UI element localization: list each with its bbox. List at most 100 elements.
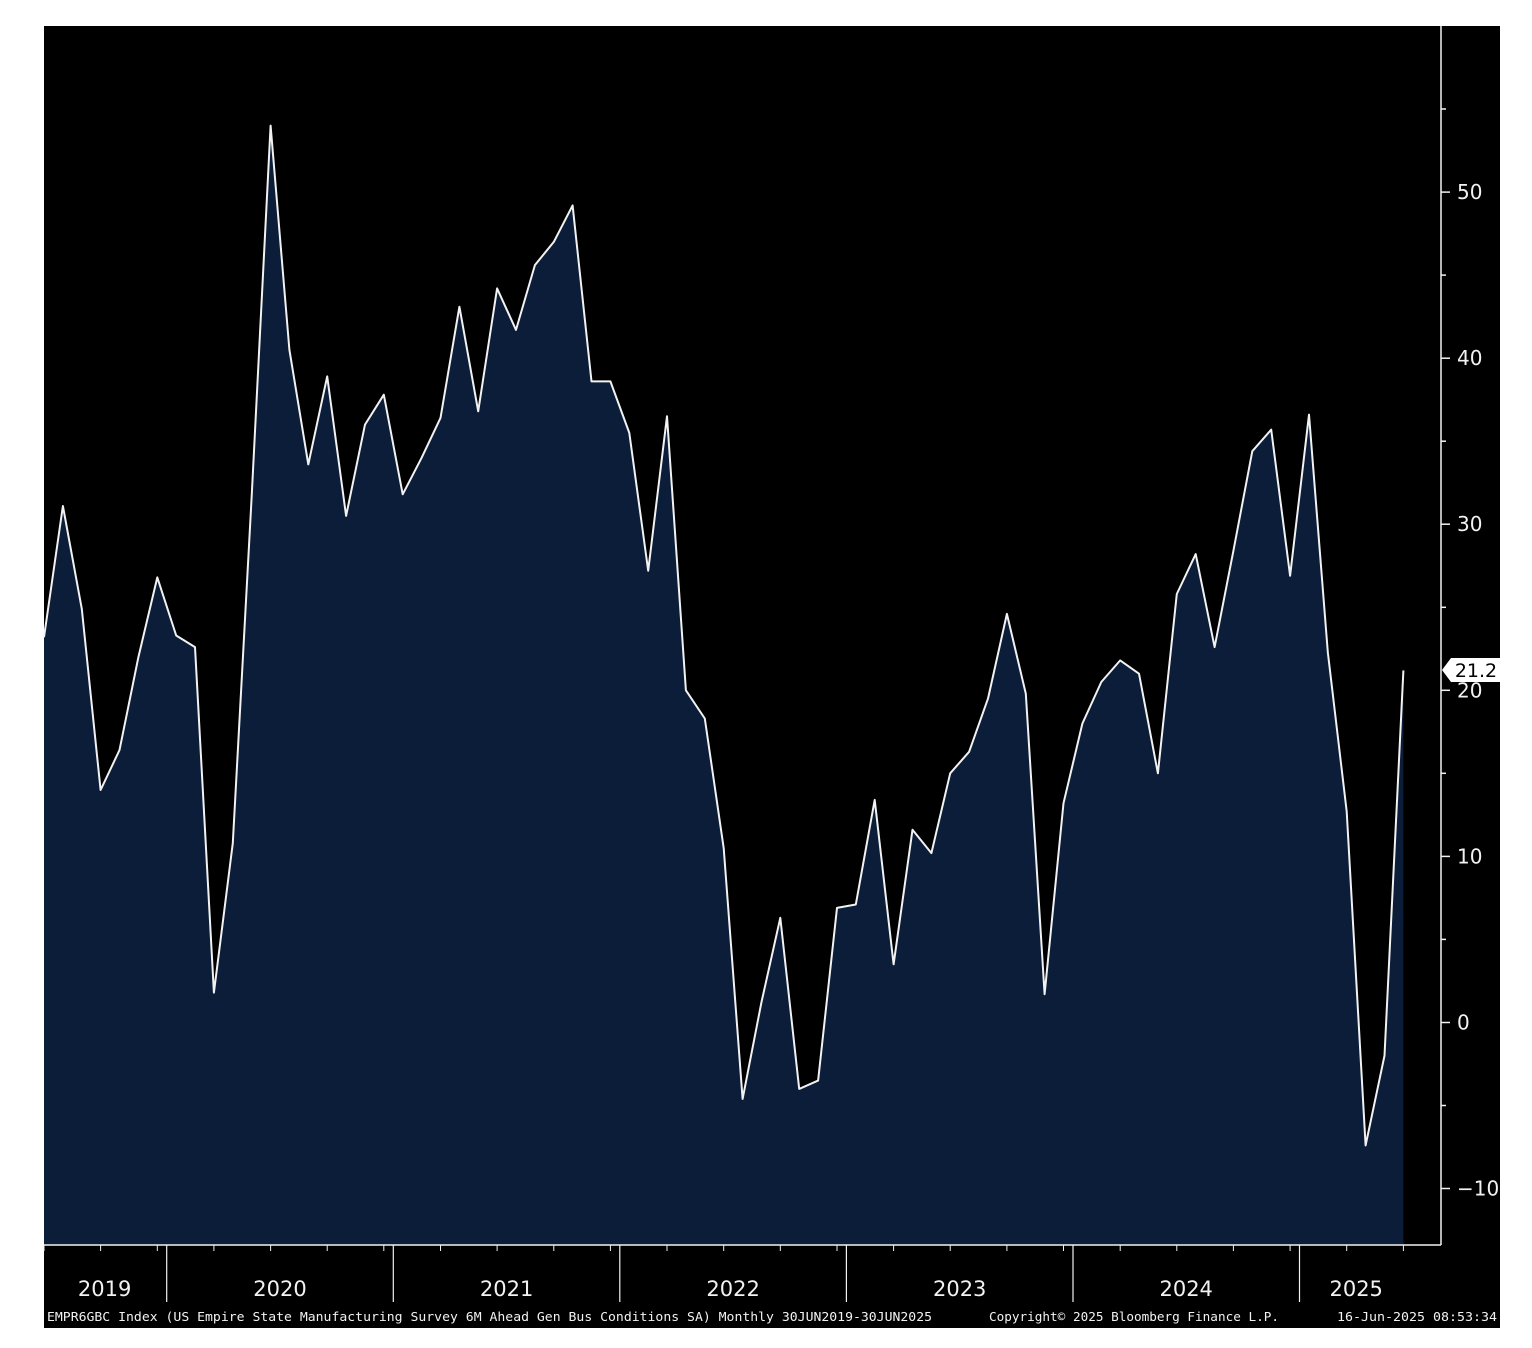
data-point xyxy=(137,656,139,658)
data-point xyxy=(402,493,404,495)
data-point xyxy=(326,375,328,377)
data-point xyxy=(232,842,234,844)
data-point xyxy=(836,907,838,909)
data-point xyxy=(1081,722,1083,724)
data-point xyxy=(81,608,83,610)
footer-copyright: Copyright© 2025 Bloomberg Finance L.P. xyxy=(989,1309,1279,1324)
data-point xyxy=(1062,802,1064,804)
data-point xyxy=(1119,659,1121,661)
data-point xyxy=(1402,669,1404,671)
data-point xyxy=(1232,550,1234,552)
data-point xyxy=(307,463,309,465)
data-point xyxy=(1138,673,1140,675)
data-point xyxy=(1213,646,1215,648)
data-point xyxy=(874,799,876,801)
data-point xyxy=(855,903,857,905)
data-point xyxy=(458,306,460,308)
data-point xyxy=(1289,575,1291,577)
data-point xyxy=(251,495,253,497)
data-point xyxy=(817,1079,819,1081)
data-point xyxy=(779,917,781,919)
data-point xyxy=(43,636,45,638)
series-line xyxy=(43,124,1405,1147)
data-point xyxy=(62,505,64,507)
data-point xyxy=(571,204,573,206)
data-point xyxy=(553,241,555,243)
data-point xyxy=(345,515,347,517)
x-tick-label: 2025 xyxy=(1329,1277,1382,1301)
data-point xyxy=(1100,681,1102,683)
data-point xyxy=(949,772,951,774)
data-point xyxy=(477,410,479,412)
data-point xyxy=(968,751,970,753)
data-point xyxy=(704,717,706,719)
data-point xyxy=(496,287,498,289)
data-point xyxy=(1176,593,1178,595)
y-tick-label: 0 xyxy=(1457,1011,1470,1035)
data-point xyxy=(1364,1144,1366,1146)
data-point xyxy=(987,697,989,699)
x-tick-label: 2024 xyxy=(1159,1277,1212,1301)
data-point xyxy=(439,417,441,419)
footer-description: EMPR6GBC Index (US Empire State Manufact… xyxy=(47,1309,932,1324)
data-point xyxy=(1043,993,1045,995)
data-point xyxy=(1025,692,1027,694)
data-point xyxy=(213,991,215,993)
data-point xyxy=(288,349,290,351)
y-tick-label: 20 xyxy=(1457,678,1482,702)
data-point xyxy=(383,394,385,396)
data-point xyxy=(647,570,649,572)
data-point xyxy=(269,124,271,126)
data-point xyxy=(118,749,120,751)
x-tick-label: 2022 xyxy=(706,1277,759,1301)
data-point xyxy=(741,1098,743,1100)
x-tick-label: 2019 xyxy=(78,1277,131,1301)
data-point xyxy=(892,963,894,965)
data-point xyxy=(723,847,725,849)
data-point xyxy=(420,457,422,459)
data-point xyxy=(911,829,913,831)
data-point xyxy=(194,646,196,648)
series-area xyxy=(44,125,1404,1246)
data-point xyxy=(1157,772,1159,774)
x-tick-label: 2023 xyxy=(933,1277,986,1301)
data-point xyxy=(1251,450,1253,452)
data-point xyxy=(534,264,536,266)
data-point xyxy=(364,423,366,425)
data-point xyxy=(175,634,177,636)
y-tick-label: 10 xyxy=(1457,844,1482,868)
footer-timestamp: 16-Jun-2025 08:53:34 xyxy=(1337,1309,1497,1324)
data-point xyxy=(1270,428,1272,430)
y-tick-label: 30 xyxy=(1457,512,1482,536)
data-point xyxy=(609,380,611,382)
data-point xyxy=(666,415,668,417)
data-point xyxy=(99,789,101,791)
data-point xyxy=(156,576,158,578)
last-value-marker: 21.2 xyxy=(1442,658,1500,682)
x-axis: 2019 2020 2021 2022 2023 2024 2025 xyxy=(43,1244,1441,1302)
data-point xyxy=(1383,1055,1385,1057)
data-point xyxy=(628,432,630,434)
y-tick-label: 50 xyxy=(1457,180,1482,204)
last-value-label: 21.2 xyxy=(1455,660,1497,682)
data-point xyxy=(760,1001,762,1003)
data-point xyxy=(590,380,592,382)
data-point xyxy=(1308,413,1310,415)
data-point xyxy=(1006,613,1008,615)
data-point xyxy=(798,1088,800,1090)
last-value-tag xyxy=(1442,658,1500,682)
data-point xyxy=(685,689,687,691)
plot-area xyxy=(43,124,1405,1246)
data-point xyxy=(1346,810,1348,812)
x-tick-label: 2021 xyxy=(480,1277,533,1301)
data-point xyxy=(930,852,932,854)
data-point xyxy=(1327,651,1329,653)
data-point xyxy=(515,329,517,331)
y-tick-label: −10 xyxy=(1457,1177,1499,1201)
x-tick-label: 2020 xyxy=(253,1277,306,1301)
data-point xyxy=(1195,553,1197,555)
y-axis: −10 0 10 20 30 40 50 xyxy=(1440,26,1499,1245)
footer: EMPR6GBC Index (US Empire State Manufact… xyxy=(47,1309,1497,1324)
